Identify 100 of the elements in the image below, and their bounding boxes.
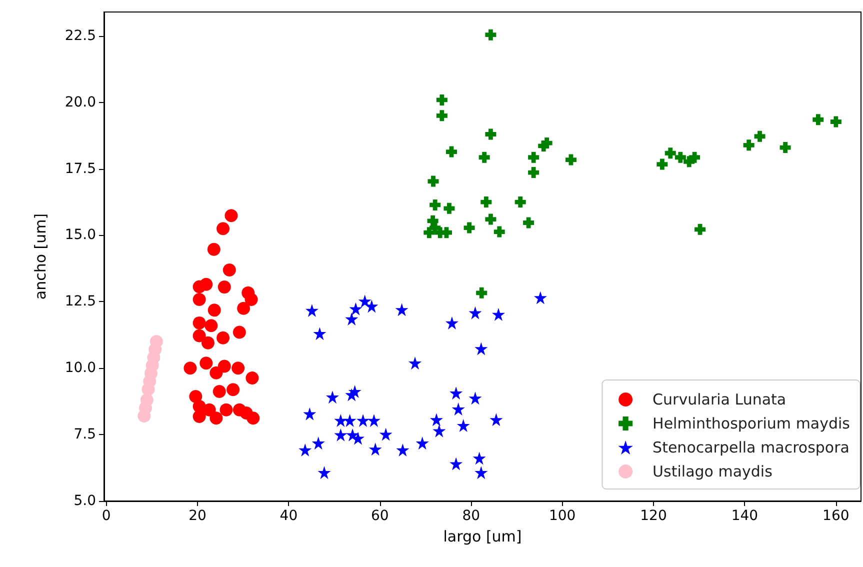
point — [216, 222, 230, 236]
point — [445, 316, 458, 330]
point — [356, 414, 370, 427]
point — [656, 158, 668, 170]
point — [408, 356, 422, 370]
x-tick-label: 140 — [731, 508, 758, 524]
point — [246, 371, 259, 384]
point — [192, 316, 206, 330]
point — [494, 226, 505, 238]
point — [485, 214, 496, 225]
y-tick-label: 17.5 — [64, 160, 96, 177]
point — [224, 209, 238, 222]
y-axis-title: ancho [um] — [32, 213, 50, 300]
legend-label: Ustilago maydis — [652, 462, 773, 480]
point — [345, 312, 358, 326]
x-tick-label: 100 — [548, 508, 576, 524]
point — [674, 152, 686, 163]
point — [358, 294, 372, 308]
point — [689, 152, 700, 163]
point — [192, 410, 206, 423]
legend-label: Curvularia Lunata — [652, 390, 786, 408]
point — [754, 130, 766, 142]
x-tick-label: 20 — [188, 508, 206, 524]
x-tick-label: 40 — [280, 508, 298, 524]
point — [208, 304, 221, 317]
point — [189, 390, 202, 404]
point — [218, 280, 231, 294]
point — [298, 443, 312, 456]
point — [528, 167, 540, 178]
point — [474, 342, 488, 356]
point — [664, 148, 676, 159]
point — [743, 140, 754, 151]
point — [430, 199, 441, 210]
point — [244, 293, 258, 306]
point — [232, 326, 246, 339]
legend-label: Helminthosporium maydis — [652, 414, 850, 432]
point — [318, 466, 331, 480]
y-tick-label: 7.5 — [74, 426, 96, 443]
point — [349, 302, 362, 316]
point — [201, 336, 214, 350]
point — [367, 414, 380, 427]
point — [326, 390, 339, 404]
point — [474, 466, 488, 480]
point — [446, 146, 457, 158]
point — [456, 419, 470, 432]
point — [428, 176, 439, 187]
point — [365, 300, 378, 313]
point — [534, 291, 547, 304]
point — [485, 29, 496, 40]
point — [140, 394, 154, 407]
point — [232, 362, 245, 375]
y-tick-label: 22.5 — [64, 28, 96, 44]
point — [541, 138, 552, 149]
point — [202, 403, 216, 416]
point — [514, 196, 526, 208]
point — [216, 331, 230, 344]
y-tick-label: 20.0 — [64, 94, 96, 110]
point — [226, 383, 240, 396]
point — [780, 142, 791, 154]
point — [444, 202, 455, 214]
point — [472, 452, 486, 465]
point — [305, 304, 318, 317]
point — [192, 293, 206, 306]
point — [313, 327, 326, 340]
x-tick-label: 60 — [370, 508, 389, 524]
point — [379, 428, 392, 441]
point — [204, 319, 218, 332]
point — [528, 152, 540, 163]
point — [450, 386, 463, 400]
point — [436, 110, 448, 122]
y-tick-label: 15.0 — [64, 227, 96, 244]
point — [694, 224, 706, 235]
point — [396, 443, 410, 456]
point — [476, 287, 488, 298]
point — [334, 414, 348, 427]
point — [192, 329, 206, 342]
y-tick-label: 5.0 — [74, 493, 96, 509]
point — [432, 424, 446, 438]
point — [222, 264, 236, 277]
point — [212, 385, 226, 398]
point — [468, 306, 482, 320]
point — [200, 356, 213, 370]
point — [334, 428, 348, 442]
x-axis-title: largo [um] — [443, 528, 522, 546]
point — [565, 154, 576, 166]
point — [150, 335, 163, 348]
point — [348, 385, 362, 398]
point — [237, 302, 250, 315]
point — [492, 308, 505, 321]
point — [207, 242, 220, 256]
point — [416, 436, 429, 450]
point — [812, 114, 824, 126]
point — [523, 217, 534, 228]
point — [490, 413, 503, 426]
point — [430, 413, 443, 426]
point — [210, 412, 223, 425]
x-tick-label: 0 — [102, 508, 111, 524]
point — [440, 227, 452, 238]
point — [480, 196, 492, 208]
point — [450, 457, 463, 470]
